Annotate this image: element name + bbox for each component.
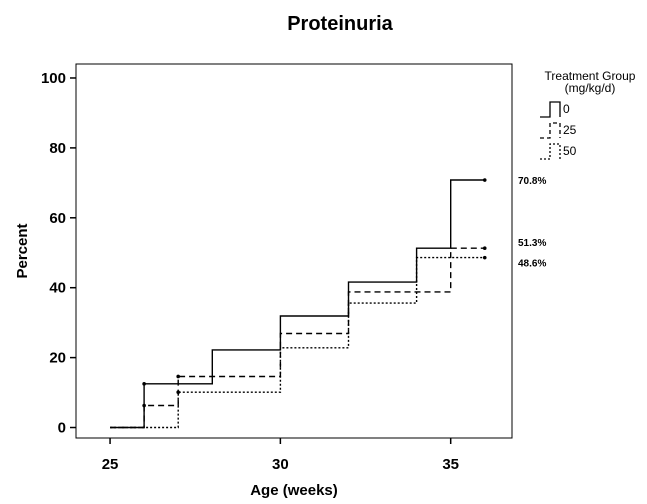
data-point xyxy=(482,178,487,182)
series-layer xyxy=(110,178,487,429)
y-tick-label: 0 xyxy=(58,420,66,437)
end-label-25: 51.3% xyxy=(518,238,546,249)
data-point xyxy=(142,403,146,408)
x-axis-label: Age (weeks) xyxy=(250,482,338,499)
legend-subtitle: (mg/kg/d) xyxy=(565,81,616,95)
end-label-0: 70.8% xyxy=(518,176,546,187)
data-point xyxy=(176,390,180,395)
y-tick-label: 60 xyxy=(49,210,66,227)
y-tick-label: 40 xyxy=(49,280,66,297)
y-tick-label: 80 xyxy=(49,140,66,157)
legend-label-0: 0 xyxy=(563,102,570,116)
x-tick-label: 25 xyxy=(102,456,119,473)
end-labels: 70.8% 51.3% 48.6% xyxy=(518,176,546,270)
y-axis-label: Percent xyxy=(14,223,31,278)
chart-title: Proteinuria xyxy=(287,13,393,35)
legend: Treatment Group (mg/kg/d) 0 25 50 xyxy=(540,69,636,160)
legend-swatch-25 xyxy=(540,122,561,139)
data-point xyxy=(482,255,487,260)
plot-frame xyxy=(75,63,513,439)
y-tick-label: 100 xyxy=(41,70,66,87)
data-point xyxy=(142,382,146,386)
x-axis: 25 30 35 xyxy=(102,438,459,473)
end-label-50: 48.6% xyxy=(518,259,546,270)
legend-swatch-0 xyxy=(540,101,561,118)
series-line-0 xyxy=(110,179,485,429)
legend-label-50: 50 xyxy=(563,144,577,158)
y-axis: 0 20 40 60 80 100 xyxy=(41,70,76,437)
legend-title: Treatment Group xyxy=(545,69,636,83)
series-line-50 xyxy=(110,256,485,429)
legend-items: 0 25 50 xyxy=(540,101,577,160)
x-tick-label: 30 xyxy=(272,456,289,473)
y-tick-label: 20 xyxy=(49,350,66,367)
data-point xyxy=(176,374,180,379)
x-tick-label: 35 xyxy=(442,456,459,473)
series-line-25 xyxy=(110,247,485,429)
data-point xyxy=(482,246,487,251)
legend-swatch-50 xyxy=(540,143,561,160)
legend-label-25: 25 xyxy=(563,123,577,137)
